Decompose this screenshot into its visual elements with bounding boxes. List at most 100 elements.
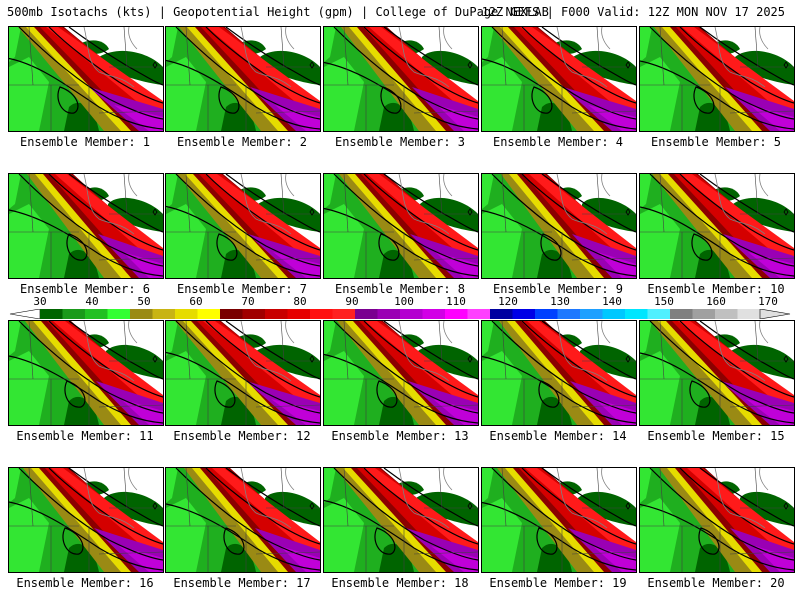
height-contour-loop: [376, 380, 398, 408]
ensemble-map: [8, 173, 164, 279]
colorbar-tick-label: 40: [85, 295, 99, 308]
height-contour: [649, 27, 794, 120]
colorbar-tick-label: 60: [189, 295, 203, 308]
coastline: [443, 321, 453, 344]
wind-field-50kt-north: [9, 468, 21, 503]
coastline: [759, 174, 769, 197]
coastline: [556, 468, 608, 529]
isotach-map: [324, 468, 478, 572]
wind-field-50kt: [640, 204, 680, 278]
isotach-map: [166, 27, 320, 131]
wind-field-30kt-east: [740, 491, 794, 526]
height-contour: [333, 174, 478, 267]
height-contour: [363, 27, 478, 104]
wind-field-120kt: [271, 399, 320, 425]
wind-field-30kt-east: [580, 344, 636, 379]
isotach-map: [640, 468, 794, 572]
height-contour: [649, 321, 794, 414]
island-outline: [783, 208, 789, 216]
wind-field-50kt: [482, 498, 522, 572]
colorbar-swatch: [467, 309, 491, 319]
height-contour: [333, 27, 478, 120]
wind-field-50kt-north: [166, 321, 178, 356]
state-border: [413, 404, 478, 408]
wind-field-50kt-north: [166, 27, 178, 62]
colorbar-tick-label: 150: [654, 295, 674, 308]
coastline: [714, 321, 766, 382]
height-contour-loop: [62, 527, 84, 555]
colorbar-swatch: [265, 309, 288, 319]
island-outline: [625, 502, 631, 510]
height-contour: [491, 27, 636, 120]
colorbar-tick-label: 50: [137, 295, 151, 308]
state-border: [438, 321, 443, 362]
colorbar-swatch: [557, 309, 581, 319]
colorbar-swatch: [445, 309, 468, 319]
height-contour: [175, 27, 320, 120]
wind-field-50kt-north: [324, 468, 336, 503]
state-border: [571, 110, 636, 114]
ensemble-member-label: Ensemble Member: 19: [489, 576, 627, 590]
height-contour-loop: [216, 233, 238, 261]
colorbar-swatch: [535, 309, 558, 319]
island-outline: [625, 355, 631, 363]
wind-field-120kt: [597, 252, 636, 278]
wind-field-50kt-north: [640, 174, 652, 209]
height-contour: [521, 321, 636, 398]
wind-field-120kt: [280, 546, 320, 572]
wind-field-30kt-east: [578, 491, 636, 526]
state-border: [28, 468, 34, 527]
height-contour: [649, 174, 794, 267]
state-border: [659, 468, 665, 527]
ensemble-member-label: Ensemble Member: 10: [647, 282, 785, 296]
state-border: [255, 257, 320, 261]
coastline: [285, 321, 295, 344]
wind-field-50kt-north: [482, 174, 494, 209]
state-border: [596, 174, 601, 215]
height-contour: [175, 321, 320, 414]
state-border: [185, 27, 191, 86]
wind-field-50kt-north: [640, 468, 652, 503]
ensemble-member-label: Ensemble Member: 5: [650, 135, 782, 149]
height-contour: [166, 205, 320, 277]
colorbar-swatch: [287, 309, 311, 319]
wind-field-120kt: [435, 252, 478, 278]
state-border: [255, 404, 320, 408]
ensemble-map: [481, 173, 637, 279]
coastline: [443, 174, 453, 197]
height-contour: [679, 321, 794, 398]
wind-field-120kt: [273, 252, 320, 278]
header-title: 500mb Isotachs (kts) | Geopotential Heig…: [7, 5, 549, 19]
state-border: [596, 468, 601, 509]
wind-field-30kt-east: [260, 50, 320, 85]
height-contour: [166, 59, 320, 130]
coastline: [714, 468, 766, 529]
ensemble-map: [481, 320, 637, 426]
height-contour: [333, 468, 478, 561]
colorbar-swatch: [107, 309, 131, 319]
colorbar-swatch: [152, 309, 176, 319]
state-border: [123, 468, 128, 509]
ensemble-map: [323, 320, 479, 426]
island-outline: [309, 355, 315, 363]
wind-field-100kt: [203, 321, 320, 417]
wind-field-30kt-east: [420, 197, 478, 232]
isotach-map: [482, 468, 636, 572]
state-border: [280, 27, 285, 68]
height-contour: [175, 174, 320, 267]
header-model-run: 12Z GEFS | F000 Valid: 12Z MON NOV 17 20…: [481, 5, 785, 19]
state-border: [185, 174, 191, 233]
colorbar-swatch: [40, 309, 63, 319]
height-contour: [205, 321, 320, 398]
coastline: [556, 174, 608, 235]
height-contour: [9, 501, 163, 571]
state-border: [501, 321, 507, 380]
wind-field-50kt-north: [482, 321, 494, 356]
colorbar-swatch: [175, 309, 198, 319]
ensemble-member-label: Ensemble Member: 18: [331, 576, 469, 590]
ensemble-map: [481, 467, 637, 573]
state-border: [280, 174, 285, 215]
height-contour-loop: [540, 233, 562, 261]
coastline: [556, 321, 608, 382]
ensemble-map: [639, 467, 795, 573]
